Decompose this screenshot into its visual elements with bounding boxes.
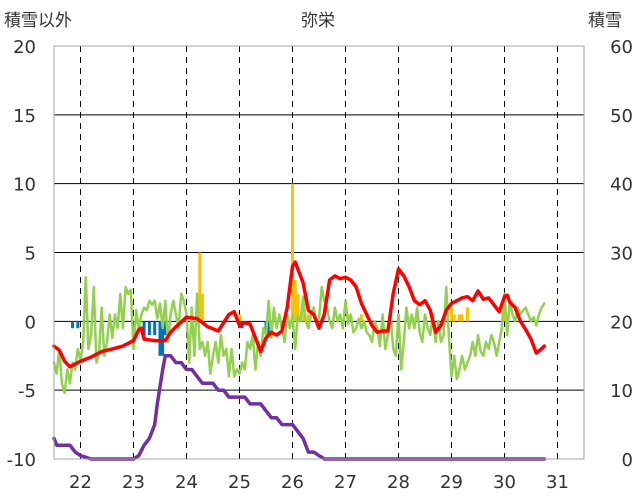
yellow-bar	[306, 314, 310, 322]
x-tick-label: 27	[334, 472, 357, 493]
blue-bar	[267, 321, 271, 336]
green-series-line	[52, 276, 546, 395]
yellow-bar	[465, 307, 469, 322]
x-tick-label: 28	[387, 472, 410, 493]
purple-series-line	[52, 354, 547, 461]
y-right-tick-label: 0	[622, 450, 633, 471]
y-left-tick-label: 15	[13, 106, 36, 127]
yellow-bar	[450, 307, 453, 322]
y-left-tick-label: 20	[13, 37, 36, 58]
line-series	[52, 260, 547, 461]
x-tick-label: 26	[281, 472, 304, 493]
blue-bar	[76, 321, 80, 329]
x-tick-label: 31	[546, 472, 569, 493]
yellow-bar	[200, 293, 204, 322]
yellow-bar	[238, 314, 241, 322]
blue-bar	[158, 321, 162, 356]
x-tick-label: 25	[228, 472, 251, 493]
red-series-line	[52, 260, 547, 369]
y-right-tick-label: 40	[610, 175, 633, 196]
y-left-tick-label: 5	[25, 244, 36, 265]
x-tick-label: 29	[440, 472, 463, 493]
x-tick-label: 22	[69, 472, 92, 493]
y-left-tick-label: -10	[7, 450, 36, 471]
yellow-bar	[359, 314, 363, 322]
blue-bar	[147, 321, 151, 336]
blue-bar	[153, 321, 157, 336]
y-right-tick-label: 60	[610, 37, 633, 58]
yellow-bar	[301, 307, 305, 322]
chart-title: 弥栄	[301, 11, 335, 31]
blue-bar	[163, 321, 167, 336]
y-right-axis-label: 積雪	[588, 11, 622, 31]
y-right-tick-label: 10	[610, 381, 633, 402]
yellow-bar	[460, 314, 464, 322]
plot-area-border	[53, 45, 585, 460]
axes	[53, 45, 585, 460]
y-left-axis-label: 積雪以外	[4, 11, 72, 31]
x-tick-label: 30	[493, 472, 516, 493]
blue-bar	[71, 321, 75, 329]
y-left-tick-label: -5	[18, 381, 36, 402]
x-tick-label: 24	[175, 472, 198, 493]
blue-bar	[142, 321, 146, 336]
x-tick-label: 23	[122, 472, 145, 493]
yellow-bar	[291, 183, 294, 322]
grid	[54, 46, 584, 459]
y-left-tick-label: 0	[25, 312, 36, 333]
y-right-tick-label: 30	[610, 244, 633, 265]
yellow-bar	[293, 280, 297, 322]
y-right-tick-label: 20	[610, 312, 633, 333]
y-left-tick-label: 10	[13, 175, 36, 196]
blue-bar	[161, 321, 165, 356]
yellow-bar	[503, 307, 506, 322]
yellow-bar	[198, 252, 202, 322]
yellow-bar	[452, 314, 456, 322]
yellow-bar	[457, 314, 461, 322]
yellow-bar	[296, 293, 300, 322]
y-right-tick-label: 50	[610, 106, 633, 127]
